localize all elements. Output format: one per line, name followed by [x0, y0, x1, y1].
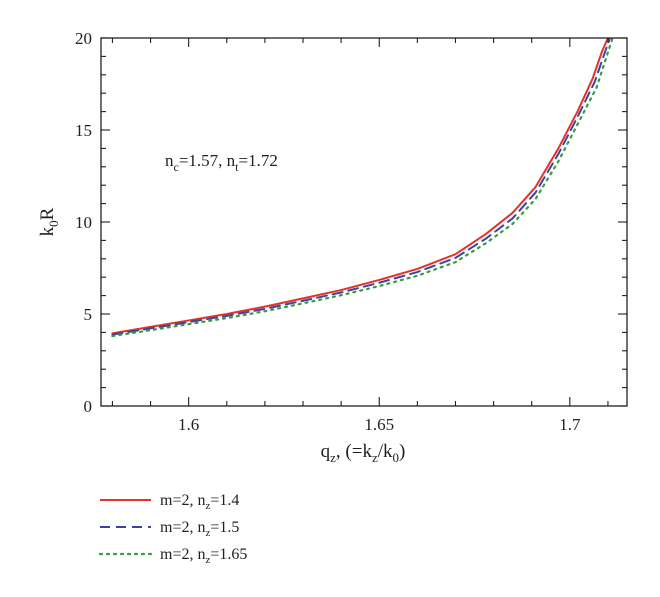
legend-label-s3: m=2, nz=1.65	[160, 546, 247, 566]
parameter-annotation: nc=1.57, nt=1.72	[165, 151, 278, 174]
x-axis-title-sub2: z	[372, 450, 378, 465]
x-tick-label: 1.65	[364, 415, 394, 434]
legend-label-s1: m=2, nz=1.4	[160, 492, 239, 512]
x-axis-title: qz, (=kz/k0)	[321, 441, 406, 465]
x-axis-title-base: q	[321, 441, 331, 462]
y-axis-title: k0R	[37, 207, 61, 236]
x-tick-label: 1.6	[178, 415, 199, 434]
y-tick-label: 15	[75, 121, 92, 140]
x-tick-label: 1.7	[559, 415, 581, 434]
y-tick-label: 5	[84, 305, 93, 324]
series-line-2	[111, 38, 611, 336]
y-tick-label: 20	[75, 29, 92, 48]
legend-label-s2: m=2, nz=1.5	[160, 519, 239, 539]
x-axis-title-sub: z	[330, 450, 336, 465]
ticks-layer: 1.6 1.65 1.7 0 5 10 15 20	[75, 29, 627, 434]
y-axis-title-rest: R	[37, 207, 58, 220]
series-line-1	[111, 38, 609, 335]
x-axis-title-part2: /k	[378, 441, 393, 462]
y-axis-title-sub: 0	[46, 220, 61, 227]
x-axis-title-sub3: 0	[393, 450, 400, 465]
y-axis-title-base: k	[37, 226, 58, 236]
y-tick-label: 0	[84, 397, 93, 416]
x-axis-title-part3: )	[399, 441, 405, 462]
legend: m=2, nz=1.4 m=2, nz=1.5 m=2, nz=1.65	[98, 492, 247, 566]
y-tick-label: 10	[75, 213, 92, 232]
series-line-3	[111, 38, 614, 338]
plot-frame	[100, 37, 628, 407]
x-axis-title-part1: , (=k	[336, 441, 373, 462]
series-layer	[111, 38, 614, 338]
